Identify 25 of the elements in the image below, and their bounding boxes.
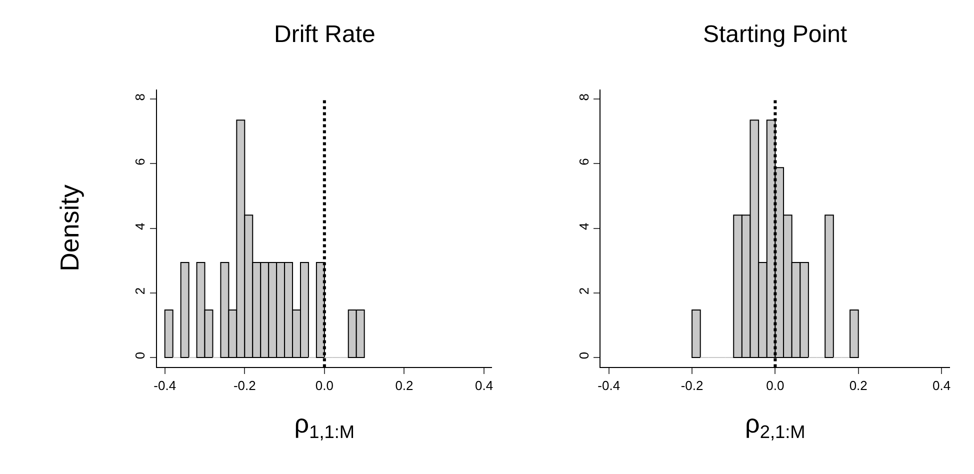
y-tick-label: 0 xyxy=(132,352,148,360)
y-axis-title: Density xyxy=(54,184,85,272)
x-tick-label: 0.2 xyxy=(849,378,868,393)
chart-title: Drift Rate xyxy=(274,21,376,48)
y-tick-label: 4 xyxy=(576,222,592,230)
x-tick-label: 0.4 xyxy=(474,378,494,393)
x-tick-label: -0.4 xyxy=(154,378,176,393)
y-tick-label: 8 xyxy=(132,94,148,101)
y-tick-label: 6 xyxy=(576,158,592,166)
y-tick-label: 0 xyxy=(576,352,592,360)
x-tick-label: 0.2 xyxy=(395,378,414,393)
y-tick-label: 8 xyxy=(576,94,592,101)
x-axis-title: ρ$_{2,1:M}$ xyxy=(745,408,806,442)
y-tick-label: 6 xyxy=(132,158,148,166)
x-tick-label: 0.0 xyxy=(315,378,334,393)
x-tick-label: 0.0 xyxy=(766,378,784,393)
x-tick-label: -0.4 xyxy=(598,378,620,393)
y-tick-label: 2 xyxy=(132,287,148,295)
chart-title: Starting Point xyxy=(703,21,848,48)
x-tick-label: 0.4 xyxy=(932,378,951,393)
x-tick-label: -0.2 xyxy=(680,378,704,393)
y-tick-label: 2 xyxy=(576,287,592,295)
x-axis-title: ρ$_{1,1:M}$ xyxy=(294,408,355,442)
x-tick-label: -0.2 xyxy=(233,378,256,393)
y-tick-label: 4 xyxy=(132,222,148,230)
